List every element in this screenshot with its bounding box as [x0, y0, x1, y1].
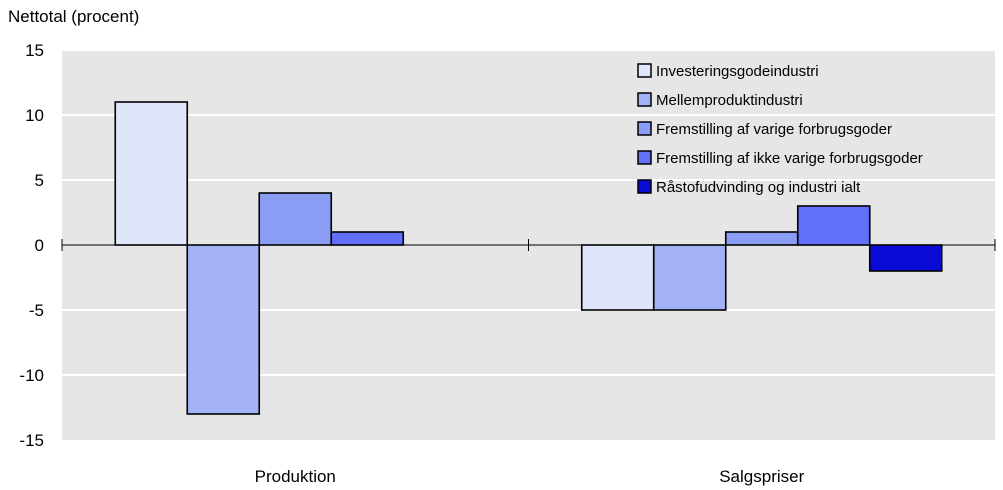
bar — [330, 231, 405, 246]
bar — [724, 231, 799, 246]
bar — [258, 192, 333, 246]
x-category-labels: Produktion Salgspriser — [255, 467, 805, 486]
bars — [114, 101, 943, 415]
legend-label: Fremstilling af ikke varige forbrugsgode… — [656, 150, 923, 167]
category-label: Produktion — [255, 467, 336, 486]
axes — [61, 239, 996, 251]
legend-label: Råstofudvinding og industri ialt — [656, 179, 861, 196]
bar — [796, 205, 871, 246]
y-tick-label: -15 — [19, 431, 44, 450]
bar — [186, 244, 261, 415]
bar — [114, 101, 189, 246]
category-label: Salgspriser — [719, 467, 804, 486]
legend-swatch — [637, 150, 652, 165]
bar — [652, 244, 727, 311]
y-tick-label: 15 — [25, 41, 44, 60]
legend: Investeringsgodeindustri Mellemproduktind… — [637, 63, 923, 196]
legend-label: Mellemproduktindustri — [656, 92, 803, 109]
legend-swatch — [637, 63, 652, 78]
legend-swatch — [637, 179, 652, 194]
legend-label: Investeringsgodeindustri — [656, 63, 819, 80]
y-tick-label: 10 — [25, 106, 44, 125]
y-tick-label: -10 — [19, 366, 44, 385]
y-tick-label: 5 — [35, 171, 44, 190]
y-tick-labels: 15 10 5 0 -5 -10 -15 — [19, 41, 44, 450]
legend-swatch — [637, 121, 652, 136]
bar — [868, 244, 943, 272]
legend-swatch — [637, 92, 652, 107]
legend-label: Fremstilling af varige forbrugsgoder — [656, 121, 892, 138]
bar — [580, 244, 655, 311]
y-axis-label: Nettotal (procent) — [8, 7, 139, 26]
y-tick-label: 0 — [35, 236, 44, 255]
y-tick-label: -5 — [29, 301, 44, 320]
